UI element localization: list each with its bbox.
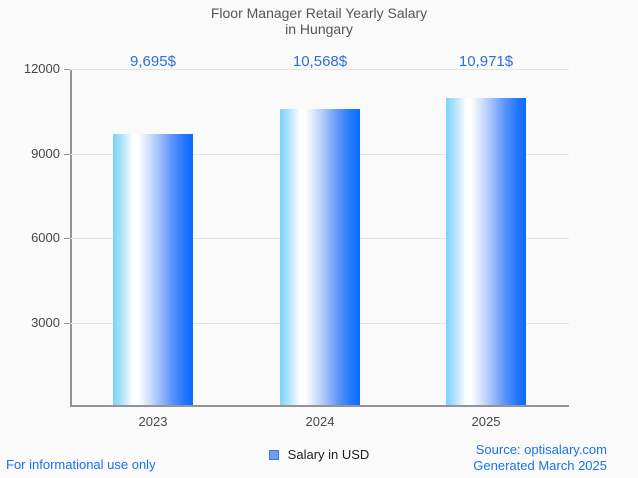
xtick-label-2025: 2025 — [471, 414, 501, 429]
ytick-label-3000: 3000 — [31, 315, 60, 330]
ytick-mark-3000 — [64, 323, 70, 324]
chart-title-line1: Floor Manager Retail Yearly Salary — [210, 5, 428, 21]
chart-title: Floor Manager Retail Yearly Salary in Hu… — [0, 5, 638, 37]
value-annotation-2023: 9,695$ — [130, 53, 176, 70]
chart-title-line2: in Hungary — [285, 21, 353, 37]
value-annotation-2025: 10,971$ — [458, 53, 514, 70]
ytick-mark-9000 — [64, 154, 70, 155]
value-annotation-2024: 10,568$ — [292, 53, 348, 70]
bar-2023 — [113, 134, 193, 405]
source-link[interactable]: Source: optisalary.com — [475, 442, 607, 457]
legend-swatch-icon — [268, 449, 279, 460]
ytick-mark-12000 — [64, 69, 70, 70]
gridline-12000 — [70, 69, 569, 70]
legend-label: Salary in USD — [287, 447, 370, 462]
ytick-label-12000: 12000 — [23, 61, 60, 76]
bar-2025 — [446, 98, 526, 405]
ytick-label-9000: 9000 — [31, 146, 60, 161]
ytick-label-6000: 6000 — [31, 230, 60, 245]
legend: Salary in USD — [0, 447, 638, 462]
footer-source: Source: optisalary.com Generated March 2… — [473, 442, 607, 474]
disclaimer-text: For informational use only — [6, 457, 156, 472]
ytick-mark-6000 — [64, 238, 70, 239]
generated-date: Generated March 2025 — [473, 458, 607, 473]
xtick-label-2024: 2024 — [305, 414, 335, 429]
xtick-label-2023: 2023 — [138, 414, 168, 429]
bar-2024 — [280, 109, 360, 405]
